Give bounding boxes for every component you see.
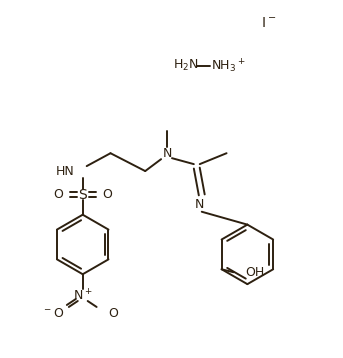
Text: $^-$O: $^-$O: [42, 308, 64, 320]
Text: I$^-$: I$^-$: [261, 16, 276, 30]
Text: O: O: [103, 188, 113, 201]
Text: S: S: [78, 188, 87, 202]
Text: OH: OH: [245, 266, 265, 279]
Text: N: N: [162, 147, 172, 160]
Text: O: O: [108, 308, 118, 320]
Text: NH$_3$$^+$: NH$_3$$^+$: [211, 57, 245, 74]
Text: H$_2$N: H$_2$N: [173, 58, 199, 73]
Text: O: O: [53, 188, 63, 201]
Text: HN: HN: [56, 165, 74, 178]
Text: N$^+$: N$^+$: [73, 289, 93, 304]
Text: N: N: [195, 198, 204, 211]
